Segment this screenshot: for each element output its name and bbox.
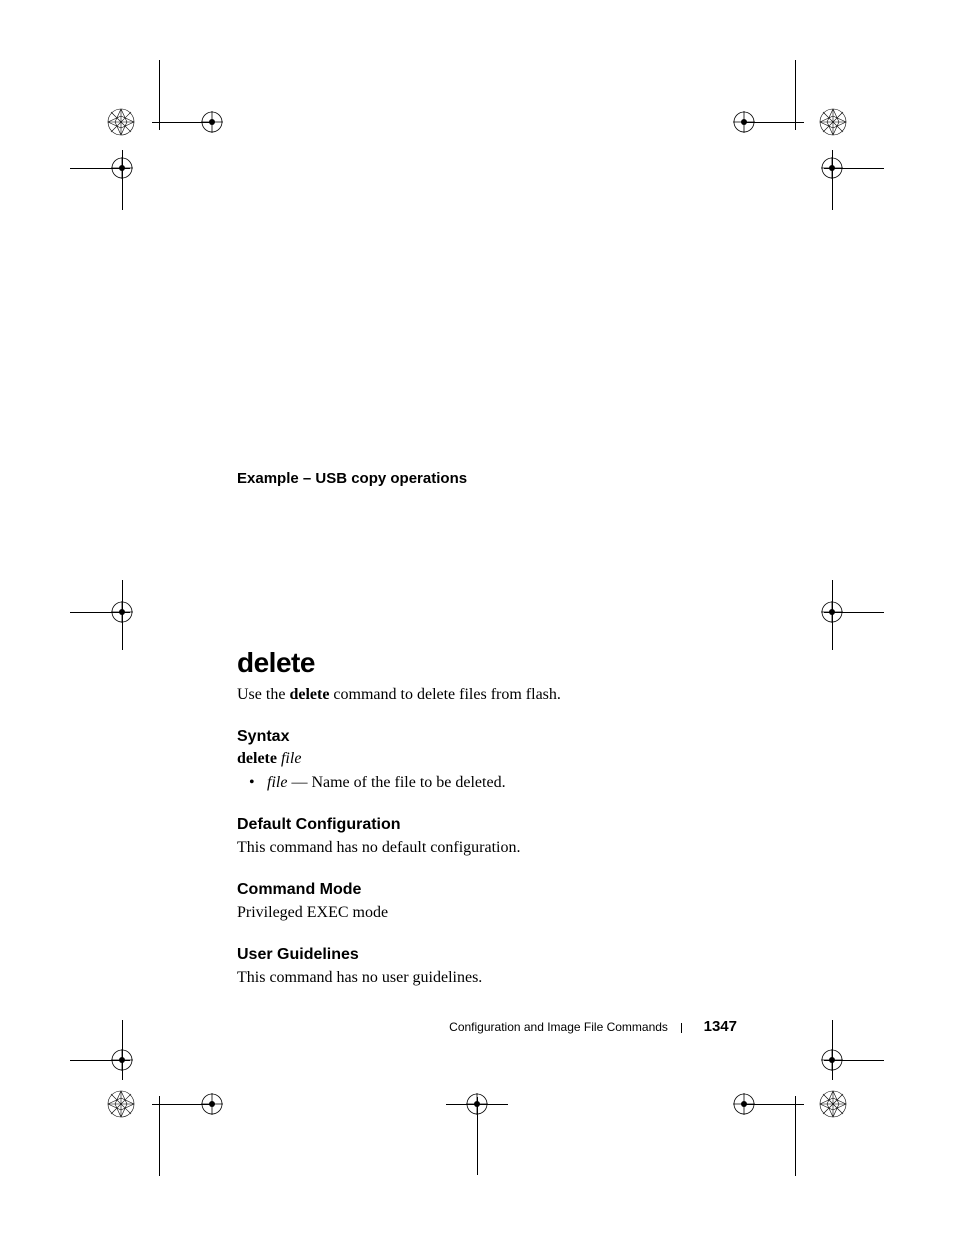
syntax-keyword: delete: [237, 750, 277, 767]
user-guidelines-heading: User Guidelines: [237, 946, 737, 964]
crop-mark-icon: [70, 1020, 150, 1080]
command-title: delete: [237, 647, 737, 679]
crop-mark-icon: [70, 60, 190, 180]
registration-rosette-icon: [107, 1090, 135, 1118]
syntax-arg: file: [277, 750, 301, 767]
crop-mark-icon: [744, 60, 894, 180]
registration-rosette-icon: [819, 1090, 847, 1118]
default-config-body: This command has no default configuratio…: [237, 838, 737, 859]
command-mode-body: Privileged EXEC mode: [237, 903, 737, 924]
command-intro: Use the delete command to delete files f…: [237, 685, 737, 706]
syntax-heading: Syntax: [237, 728, 737, 746]
example-heading: Example – USB copy operations: [237, 470, 737, 487]
crop-mark-icon: [70, 580, 150, 660]
crop-mark-icon: [810, 150, 890, 210]
param-desc: — Name of the file to be deleted.: [287, 774, 505, 791]
intro-text-bold: delete: [289, 686, 329, 703]
crop-mark-icon: [810, 1020, 890, 1080]
footer-page-number: 1347: [704, 1018, 737, 1035]
footer-separator-icon: [681, 1023, 682, 1033]
command-mode-heading: Command Mode: [237, 881, 737, 899]
crop-mark-icon: [806, 580, 886, 660]
crop-mark-icon: [70, 1094, 190, 1214]
syntax-line: delete file: [237, 750, 737, 768]
footer-section: Configuration and Image File Commands: [449, 1020, 668, 1034]
syntax-param-item: file — Name of the file to be deleted.: [267, 772, 737, 794]
intro-text-pre: Use the: [237, 686, 289, 703]
document-page: Example – USB copy operations delete Use…: [0, 0, 954, 1235]
user-guidelines-body: This command has no user guidelines.: [237, 968, 737, 989]
intro-text-post: command to delete files from flash.: [329, 686, 560, 703]
page-content: Example – USB copy operations delete Use…: [237, 470, 737, 989]
page-footer: Configuration and Image File Commands 13…: [237, 1018, 737, 1035]
crop-mark-icon: [440, 1085, 520, 1175]
syntax-param-list: file — Name of the file to be deleted.: [237, 772, 737, 794]
crop-mark-icon: [70, 150, 150, 210]
param-term: file: [267, 774, 287, 791]
default-config-heading: Default Configuration: [237, 816, 737, 834]
crop-mark-icon: [744, 1094, 894, 1214]
registration-rosette-icon: [107, 108, 135, 136]
registration-rosette-icon: [819, 108, 847, 136]
